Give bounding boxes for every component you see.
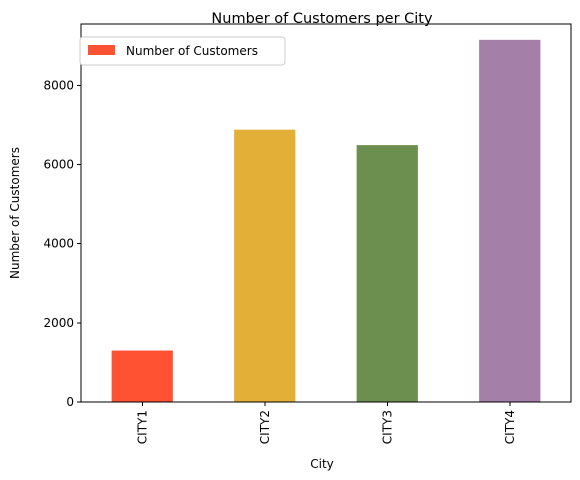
legend-swatch [88,45,115,55]
legend-label: Number of Customers [126,44,258,58]
chart-title: Number of Customers per City [211,11,433,27]
bar-city2 [234,129,296,402]
x-tick-label: CITY1 [135,410,149,444]
x-axis: CITY1 CITY2 CITY3 CITY4 [135,402,517,444]
y-tick-label: 0 [66,395,74,409]
y-tick-label: 2000 [43,316,74,330]
y-axis: 0 2000 4000 6000 8000 [43,78,81,409]
bar-city3 [356,145,418,402]
bars-layer [111,39,541,403]
y-axis-label: Number of Customers [8,147,22,279]
x-tick-label: CITY2 [258,410,272,444]
x-tick-label: CITY3 [380,410,394,444]
y-tick-label: 8000 [43,78,74,92]
x-axis-label: City [310,457,334,471]
legend: Number of Customers [79,36,286,66]
y-tick-label: 4000 [43,237,74,251]
x-tick-label: CITY4 [503,410,517,444]
plot-frame [80,23,572,403]
bar-city4 [479,39,541,403]
y-tick-label: 6000 [43,158,74,172]
bar-city1 [111,350,173,402]
legend-frame [79,36,286,66]
